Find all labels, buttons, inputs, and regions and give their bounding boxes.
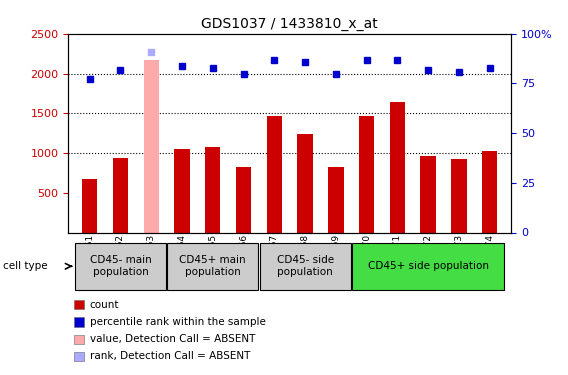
Bar [482, 152, 498, 232]
Bar [266, 116, 282, 232]
Bar [420, 156, 436, 232]
Title: GDS1037 / 1433810_x_at: GDS1037 / 1433810_x_at [201, 17, 378, 32]
Bar [298, 134, 313, 232]
Bar [236, 167, 251, 232]
Bar [352, 243, 504, 290]
Bar [260, 243, 350, 290]
Bar [167, 243, 258, 290]
Text: CD45- side
population: CD45- side population [277, 255, 333, 277]
Bar [113, 158, 128, 232]
Text: value, Detection Call = ABSENT: value, Detection Call = ABSENT [90, 334, 255, 344]
Bar [328, 166, 344, 232]
Text: CD45+ side population: CD45+ side population [367, 261, 488, 271]
Bar [82, 179, 97, 232]
Bar [359, 116, 374, 232]
Bar [144, 60, 159, 232]
Bar [174, 149, 190, 232]
Text: count: count [90, 300, 119, 310]
Text: CD45+ main
population: CD45+ main population [179, 255, 246, 277]
Text: CD45- main
population: CD45- main population [90, 255, 151, 277]
Bar [451, 159, 466, 232]
Bar [75, 243, 166, 290]
Bar [205, 147, 220, 232]
Bar [390, 102, 405, 232]
Text: rank, Detection Call = ABSENT: rank, Detection Call = ABSENT [90, 351, 250, 361]
Text: cell type: cell type [3, 261, 48, 271]
Text: percentile rank within the sample: percentile rank within the sample [90, 317, 266, 327]
